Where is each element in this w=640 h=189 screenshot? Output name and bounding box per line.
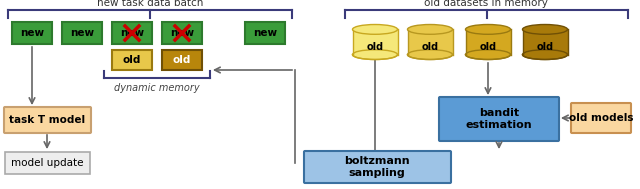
FancyBboxPatch shape bbox=[353, 29, 397, 55]
Text: model update: model update bbox=[11, 158, 83, 168]
Text: old: old bbox=[421, 42, 438, 52]
Text: old datasets in memory: old datasets in memory bbox=[424, 0, 548, 8]
Ellipse shape bbox=[353, 25, 397, 34]
Text: old: old bbox=[367, 42, 383, 52]
Text: new: new bbox=[170, 28, 194, 38]
Text: old models: old models bbox=[569, 113, 633, 123]
Ellipse shape bbox=[353, 50, 397, 60]
Ellipse shape bbox=[408, 25, 452, 34]
Text: new: new bbox=[70, 28, 94, 38]
FancyBboxPatch shape bbox=[465, 29, 511, 55]
Ellipse shape bbox=[408, 50, 452, 60]
Text: old: old bbox=[536, 42, 554, 52]
Text: bandit
estimation: bandit estimation bbox=[466, 108, 532, 130]
Text: dynamic memory: dynamic memory bbox=[114, 83, 200, 93]
FancyBboxPatch shape bbox=[571, 103, 631, 133]
Text: new: new bbox=[120, 28, 144, 38]
Text: task T model: task T model bbox=[9, 115, 85, 125]
FancyBboxPatch shape bbox=[112, 22, 152, 44]
FancyBboxPatch shape bbox=[439, 97, 559, 141]
Text: boltzmann
sampling: boltzmann sampling bbox=[344, 156, 410, 178]
FancyBboxPatch shape bbox=[162, 50, 202, 70]
Text: old: old bbox=[479, 42, 497, 52]
FancyBboxPatch shape bbox=[62, 22, 102, 44]
Text: old: old bbox=[173, 55, 191, 65]
FancyBboxPatch shape bbox=[408, 29, 452, 55]
FancyBboxPatch shape bbox=[5, 152, 90, 174]
Ellipse shape bbox=[522, 50, 568, 60]
FancyBboxPatch shape bbox=[522, 29, 568, 55]
Ellipse shape bbox=[465, 50, 511, 60]
Text: new: new bbox=[253, 28, 277, 38]
FancyBboxPatch shape bbox=[112, 50, 152, 70]
Text: old: old bbox=[123, 55, 141, 65]
FancyBboxPatch shape bbox=[162, 22, 202, 44]
Ellipse shape bbox=[465, 25, 511, 34]
FancyBboxPatch shape bbox=[12, 22, 52, 44]
FancyBboxPatch shape bbox=[245, 22, 285, 44]
FancyBboxPatch shape bbox=[304, 151, 451, 183]
Text: new task data batch: new task data batch bbox=[97, 0, 203, 8]
Ellipse shape bbox=[522, 25, 568, 34]
FancyBboxPatch shape bbox=[4, 107, 91, 133]
Text: new: new bbox=[20, 28, 44, 38]
